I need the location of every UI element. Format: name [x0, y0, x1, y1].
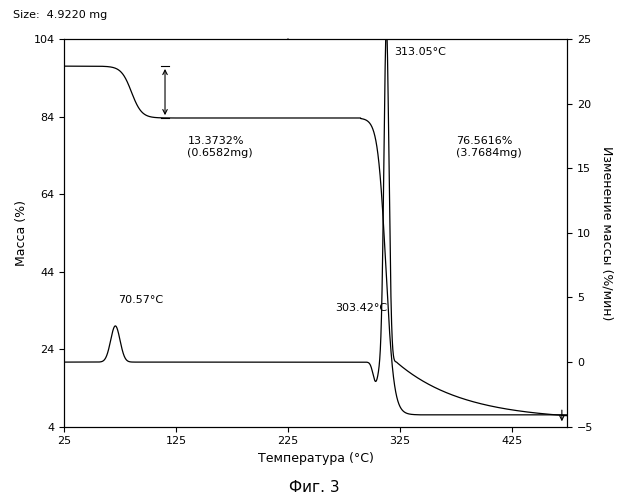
X-axis label: Температура (°C): Температура (°C) [258, 452, 374, 465]
Text: 70.57°C: 70.57°C [118, 295, 163, 305]
Y-axis label: Изменение массы (%/мин): Изменение массы (%/мин) [600, 146, 613, 320]
Text: 303.42°C: 303.42°C [335, 302, 387, 312]
Y-axis label: Масса (%): Масса (%) [15, 200, 28, 266]
Text: Size:  4.9220 mg: Size: 4.9220 mg [13, 10, 107, 20]
Text: 76.5616%
(3.7684mg): 76.5616% (3.7684mg) [456, 136, 521, 158]
Text: Фиг. 3: Фиг. 3 [289, 480, 339, 495]
Text: 313.05°C: 313.05°C [394, 47, 446, 57]
Text: 13.3732%
(0.6582mg): 13.3732% (0.6582mg) [187, 136, 253, 158]
